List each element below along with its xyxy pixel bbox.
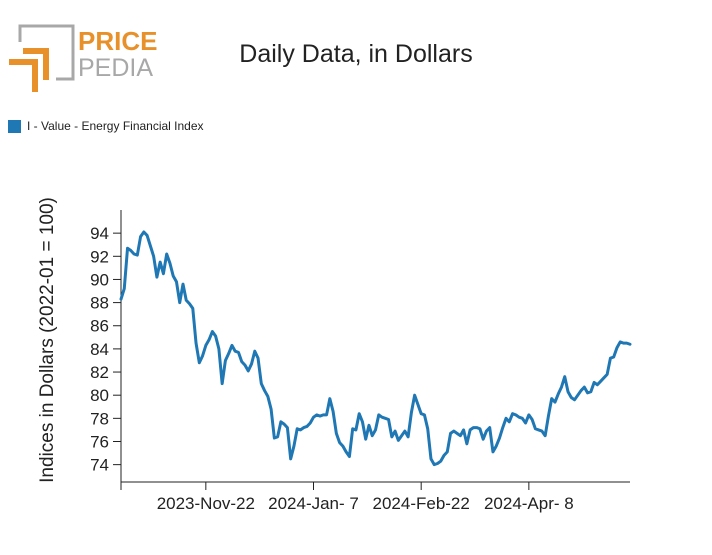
legend: I - Value - Energy Financial Index	[8, 119, 204, 133]
y-tick-label: 74	[90, 456, 109, 475]
x-tick-label: 2024-Apr- 8	[484, 494, 574, 513]
series-line-energy-index	[119, 230, 632, 467]
logo-text-price: PRICE	[78, 26, 157, 56]
y-tick-label: 90	[90, 270, 109, 289]
logo-orange-bracket-inner	[23, 48, 49, 80]
x-tick-label: 2024-Feb-22	[373, 494, 470, 513]
legend-swatch	[8, 119, 21, 133]
y-axis-title: Indices in Dollars (2022-01 = 100)	[37, 197, 58, 483]
legend-label: I - Value - Energy Financial Index	[27, 119, 204, 133]
logo-gray-bracket	[18, 24, 75, 81]
x-axis: 2023-Nov-22 2024-Jan- 7 2024-Feb-22 2024-Ap…	[120, 481, 630, 513]
y-tick-label: 84	[90, 340, 109, 359]
y-tick-label: 88	[90, 294, 109, 313]
y-tick-label: 82	[90, 363, 109, 382]
y-tick-label: 94	[90, 224, 109, 243]
logo-text-pedia: PEDIA	[78, 54, 153, 82]
y-tick-label: 86	[90, 317, 109, 336]
pricepedia-logo: PRICE PEDIA	[9, 24, 157, 92]
y-tick-label: 78	[90, 409, 109, 428]
x-tick-label: 2024-Jan- 7	[268, 494, 359, 513]
x-tick-label: 2023-Nov-22	[157, 494, 255, 513]
y-tick-label: 80	[90, 386, 109, 405]
logo-orange-bracket-outer	[9, 59, 38, 92]
y-axis: 74 76 78 80 82 84 86 88 90 92 94	[90, 210, 122, 482]
chart-title: Daily Data, in Dollars	[239, 40, 473, 68]
y-tick-label: 92	[90, 247, 109, 266]
y-tick-label: 76	[90, 432, 109, 451]
